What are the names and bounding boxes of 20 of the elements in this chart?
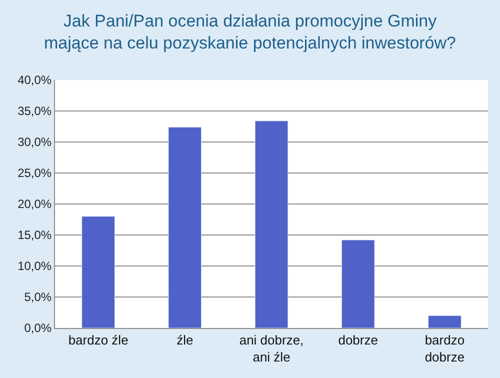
x-tick-label: ani dobrze, ani źle <box>239 332 304 364</box>
chart-title: Jak Pani/Pan ocenia działania promocyjne Gminy mające na celu pozyskanie potencjalnych inwestorów? <box>44 11 456 53</box>
x-tick-label: źle <box>176 332 194 348</box>
y-tick-label: 10,0% <box>18 259 52 274</box>
y-tick-label: 30,0% <box>18 135 52 150</box>
bar <box>168 126 202 328</box>
y-tick-label: 0,0% <box>24 321 52 336</box>
x-tick-label: bardzo dobrze <box>424 332 465 364</box>
x-tick-label: bardzo źle <box>68 332 128 348</box>
bar <box>428 315 462 328</box>
y-tick-label: 20,0% <box>18 197 52 212</box>
bar <box>341 240 375 328</box>
bar <box>82 216 115 328</box>
y-tick-label: 5,0% <box>24 290 52 304</box>
y-tick-label: 15,0% <box>18 228 52 242</box>
y-tick-label: 25,0% <box>18 166 52 180</box>
y-tick-label: 40,0% <box>18 73 52 88</box>
y-tick-label: 35,0% <box>18 104 52 118</box>
x-tick-label: dobrze <box>338 332 378 348</box>
bar <box>254 120 288 328</box>
